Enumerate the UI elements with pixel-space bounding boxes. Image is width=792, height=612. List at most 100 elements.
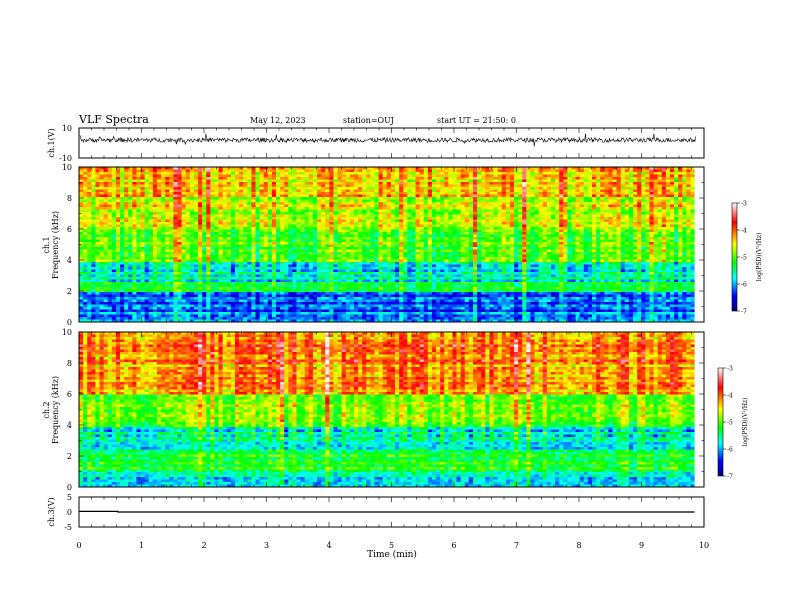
spectrogram-cell: [267, 177, 273, 180]
spectrogram-cell: [505, 202, 511, 205]
spectrogram-cell: [337, 244, 343, 248]
spectrogram-cell: [103, 179, 109, 183]
spectrogram-cell: [489, 189, 494, 193]
spectrogram-cell: [345, 207, 351, 210]
spectrogram-cell: [156, 247, 162, 250]
spectrogram-cell: [637, 192, 642, 195]
spectrogram-cell: [308, 182, 314, 185]
spectrogram-cell: [399, 182, 404, 185]
spectrogram-cell: [587, 244, 593, 248]
spectrogram-cell: [485, 187, 490, 190]
spectrogram-cell: [489, 224, 494, 228]
spectrogram-cell: [633, 172, 638, 175]
spectrogram-cell: [292, 202, 297, 205]
spectrogram-cell: [378, 237, 384, 240]
spectrogram-cell: [193, 202, 199, 205]
spectrogram-cell: [161, 169, 166, 173]
spectrogram-cell: [444, 219, 449, 223]
spectrogram-cell: [214, 204, 219, 208]
spectrogram-cell: [407, 207, 412, 210]
spectrogram-cell: [485, 174, 490, 178]
spectrogram-cell: [620, 179, 626, 183]
spectrogram-cell: [337, 217, 343, 220]
spectrogram-cell: [358, 237, 363, 240]
spectrogram-cell: [489, 202, 494, 205]
spectrogram-cell: [674, 234, 679, 238]
spectrogram-cell: [382, 247, 388, 250]
spectrogram-cell: [592, 192, 597, 195]
spectrogram-cell: [468, 237, 474, 240]
spectrogram-cell: [493, 242, 499, 245]
spectrogram-cell: [452, 177, 457, 180]
spectrogram-cell: [390, 224, 396, 228]
spectrogram-cell: [156, 224, 162, 228]
spectrogram-cell: [514, 219, 519, 223]
spectrogram-cell: [436, 177, 441, 180]
spectrogram-cell: [505, 214, 511, 218]
spectrogram-cell: [612, 229, 618, 233]
spectrogram-cell: [79, 222, 84, 225]
spectrogram-cell: [645, 202, 650, 205]
spectrogram-cell: [345, 177, 351, 180]
spectrogram-cell: [649, 237, 654, 240]
spectrogram-cell: [653, 212, 659, 215]
spectrogram-cell: [353, 247, 359, 250]
spectrogram-cell: [411, 222, 416, 225]
spectrogram-cell: [366, 187, 371, 190]
spectrogram-cell: [91, 239, 96, 243]
spectrogram-cell: [628, 197, 634, 200]
spectrogram-cell: [321, 167, 326, 170]
spectrogram-cell: [559, 189, 564, 193]
spectrogram-cell: [128, 174, 133, 178]
spectrogram-cell: [670, 167, 675, 170]
spectrogram-cell: [95, 204, 100, 208]
spectrogram-cell: [181, 197, 187, 200]
spectrogram-cell: [308, 199, 314, 203]
spectrogram-cell: [284, 244, 289, 248]
spectrogram-cell: [267, 182, 273, 185]
spectrogram-cell: [665, 242, 671, 245]
spectrogram-cell: [468, 222, 474, 225]
spectrogram-cell: [444, 174, 449, 178]
spectrogram-cell: [670, 194, 675, 198]
spectrogram-cell: [477, 212, 482, 215]
spectrogram-cell: [161, 217, 166, 220]
spectrogram-cell: [95, 197, 100, 200]
spectrogram-cell: [444, 204, 449, 208]
spectrogram-cell: [616, 184, 622, 188]
spectrogram-cell: [493, 169, 499, 173]
spectrogram-cell: [189, 227, 195, 230]
spectrogram-cell: [555, 222, 560, 225]
spectrogram-cell: [276, 187, 281, 190]
spectrogram-cell: [534, 224, 540, 228]
spectrogram-cell: [193, 237, 199, 240]
spectrogram-cell: [633, 184, 638, 188]
spectrogram-cell: [271, 187, 277, 190]
spectrogram-cell: [292, 174, 297, 178]
spectrogram-cell: [579, 202, 585, 205]
spectrogram-cell: [243, 244, 248, 248]
spectrogram-cell: [612, 187, 618, 190]
spectrogram-cell: [214, 192, 219, 195]
spectrogram-cell: [173, 214, 178, 218]
spectrogram-cell: [292, 239, 297, 243]
spectrogram-cell: [345, 189, 351, 193]
spectrogram-cell: [592, 202, 597, 205]
spectrogram-cell: [501, 172, 507, 175]
spectrogram-cell: [263, 194, 269, 198]
spectrogram-cell: [624, 207, 630, 210]
spectrogram-cell: [173, 194, 178, 198]
spectrogram-cell: [403, 174, 408, 178]
spectrogram-cell: [604, 192, 609, 195]
spectrogram-cell: [686, 174, 691, 178]
spectrogram-cell: [111, 247, 117, 250]
spectrogram-cell: [620, 199, 626, 203]
spectrogram-cell: [374, 167, 379, 170]
spectrogram-cell: [596, 214, 601, 218]
spectrogram-cell: [641, 182, 646, 185]
spectrogram-cell: [115, 214, 121, 218]
spectrogram-cell: [600, 219, 605, 223]
spectrogram-cell: [165, 247, 170, 250]
spectrogram-cell: [95, 242, 100, 245]
spectrogram-cell: [308, 247, 314, 250]
